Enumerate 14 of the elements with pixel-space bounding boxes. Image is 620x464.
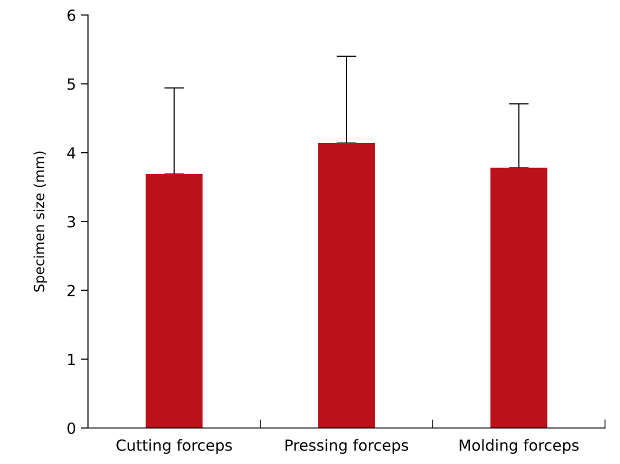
x-tick-label: Cutting forceps <box>116 439 232 454</box>
x-tick-label: Pressing forceps <box>286 439 408 454</box>
y-tick-label: 2 <box>68 284 75 296</box>
y-tick-label: 0 <box>67 422 76 434</box>
x-tick-label: Molding forceps <box>460 439 579 454</box>
bar <box>318 143 375 428</box>
bar <box>490 168 548 428</box>
y-tick-label: 1 <box>68 354 75 365</box>
y-tick-label: 3 <box>68 216 75 228</box>
y-tick-label: 4 <box>67 147 76 158</box>
y-tick-label: 5 <box>68 78 75 90</box>
y-axis-title: Specimen size (mm) <box>34 152 48 292</box>
bar <box>146 174 203 428</box>
y-tick-label: 6 <box>68 9 76 22</box>
